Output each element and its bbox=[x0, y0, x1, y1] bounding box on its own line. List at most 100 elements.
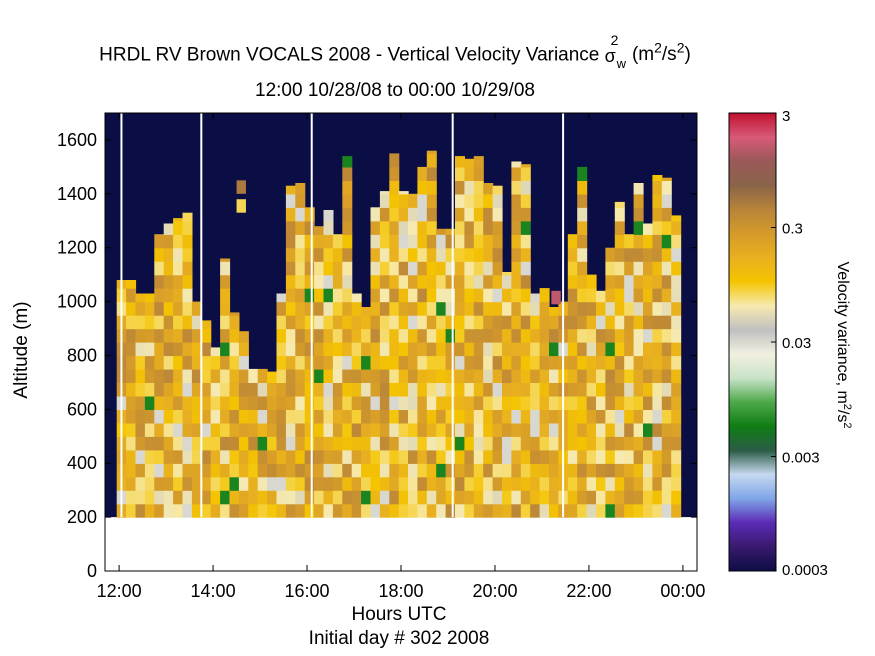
heatmap-cell bbox=[671, 476, 682, 491]
heatmap-cell bbox=[163, 274, 174, 289]
heatmap-cell bbox=[473, 180, 484, 195]
heatmap-cell bbox=[182, 301, 193, 316]
heatmap-cell bbox=[483, 476, 494, 491]
heatmap-cell bbox=[520, 409, 531, 424]
heatmap-cell bbox=[624, 368, 635, 383]
heatmap-cell bbox=[191, 301, 202, 316]
heatmap-cell bbox=[323, 368, 334, 383]
heatmap-cell bbox=[398, 247, 409, 262]
heatmap-cell bbox=[238, 422, 249, 437]
heatmap-cell bbox=[661, 490, 672, 505]
heatmap-cell bbox=[473, 207, 484, 222]
heatmap-cell bbox=[502, 409, 512, 424]
heatmap-cell bbox=[530, 301, 541, 316]
heatmap-cell bbox=[652, 395, 663, 410]
heatmap-cell bbox=[464, 158, 475, 168]
heatmap-cell bbox=[379, 395, 390, 410]
heatmap-cell bbox=[614, 436, 625, 451]
heatmap-cell bbox=[455, 220, 465, 235]
heatmap-cell bbox=[154, 234, 165, 249]
heatmap-cell bbox=[596, 409, 606, 424]
heatmap-cell bbox=[605, 315, 616, 330]
heatmap-cell bbox=[144, 422, 155, 437]
heatmap-cell bbox=[624, 315, 635, 330]
heatmap-cell bbox=[370, 328, 381, 343]
heatmap-cell bbox=[276, 490, 287, 505]
heatmap-cell bbox=[455, 436, 465, 451]
heatmap-cell bbox=[276, 436, 287, 451]
heatmap-cell bbox=[567, 422, 578, 437]
heatmap-cell bbox=[502, 315, 512, 330]
heatmap-cell bbox=[182, 503, 193, 518]
heatmap-cell bbox=[643, 223, 653, 235]
heatmap-cell bbox=[163, 409, 174, 424]
heatmap-cell bbox=[614, 503, 625, 518]
heatmap-cell bbox=[605, 503, 616, 518]
heatmap-cell bbox=[492, 476, 503, 491]
heatmap-cell bbox=[379, 328, 390, 343]
heatmap-cell bbox=[652, 463, 663, 478]
heatmap-cell bbox=[464, 288, 475, 303]
heatmap-cell bbox=[361, 382, 372, 397]
heatmap-cell bbox=[614, 207, 625, 222]
heatmap-cell bbox=[267, 503, 278, 518]
heatmap-cell bbox=[285, 185, 296, 195]
heatmap-cell bbox=[614, 328, 625, 343]
heatmap-cell bbox=[520, 328, 531, 343]
heatmap-cell bbox=[314, 234, 325, 249]
heatmap-cell bbox=[511, 301, 522, 316]
heatmap-cell bbox=[671, 274, 682, 289]
heatmap-cell bbox=[417, 166, 428, 181]
heatmap-cell bbox=[502, 272, 512, 276]
heatmap-cell bbox=[285, 288, 296, 303]
heatmap-cell bbox=[624, 342, 635, 357]
heatmap-cell bbox=[295, 207, 306, 222]
heatmap-cell bbox=[643, 274, 653, 289]
heatmap-cell bbox=[445, 490, 456, 505]
heatmap-cell bbox=[577, 395, 588, 410]
heatmap-cell bbox=[464, 422, 475, 437]
heatmap-cell bbox=[285, 193, 296, 208]
heatmap-cell bbox=[567, 342, 578, 357]
heatmap-cell bbox=[314, 226, 325, 235]
heatmap-cell bbox=[144, 368, 155, 383]
heatmap-cell bbox=[248, 449, 259, 464]
heatmap-cell bbox=[220, 490, 231, 505]
heatmap-cell bbox=[201, 368, 212, 383]
y-tick-label: 200 bbox=[67, 507, 97, 527]
heatmap-cell bbox=[304, 422, 315, 437]
heatmap-cell bbox=[549, 328, 559, 343]
heatmap-cell bbox=[276, 422, 287, 437]
heatmap-cell bbox=[285, 274, 296, 289]
heatmap-cell bbox=[361, 342, 372, 357]
heatmap-cell bbox=[257, 409, 268, 424]
heatmap-cell bbox=[304, 301, 315, 316]
heatmap-cell bbox=[417, 288, 428, 303]
heatmap-cell bbox=[511, 382, 522, 397]
heatmap-cell bbox=[417, 476, 428, 491]
heatmap-cell bbox=[426, 449, 437, 464]
heatmap-cell bbox=[464, 274, 475, 289]
heatmap-cell bbox=[201, 320, 212, 330]
sigma-letter: σ bbox=[604, 46, 616, 67]
heatmap-cell bbox=[285, 395, 296, 410]
heatmap-cell bbox=[539, 490, 550, 505]
heatmap-cell bbox=[643, 409, 653, 424]
heatmap-cell bbox=[238, 436, 249, 451]
heatmap-cell bbox=[455, 288, 465, 303]
heatmap-cell bbox=[549, 315, 559, 330]
heatmap-cell bbox=[511, 368, 522, 383]
heatmap-cell bbox=[567, 409, 578, 424]
heatmap-cell bbox=[126, 288, 137, 303]
heatmap-cell bbox=[586, 288, 597, 303]
heatmap-cell bbox=[248, 395, 259, 410]
heatmap-cell bbox=[633, 409, 644, 424]
heatmap-cell bbox=[379, 193, 390, 208]
heatmap-cell bbox=[483, 220, 494, 235]
heatmap-cell bbox=[520, 220, 531, 235]
heatmap-cell bbox=[389, 220, 400, 235]
heatmap-cell bbox=[126, 463, 137, 478]
heatmap-cell bbox=[323, 220, 334, 235]
heatmap-cell bbox=[370, 207, 381, 222]
heatmap-cell bbox=[614, 355, 625, 370]
